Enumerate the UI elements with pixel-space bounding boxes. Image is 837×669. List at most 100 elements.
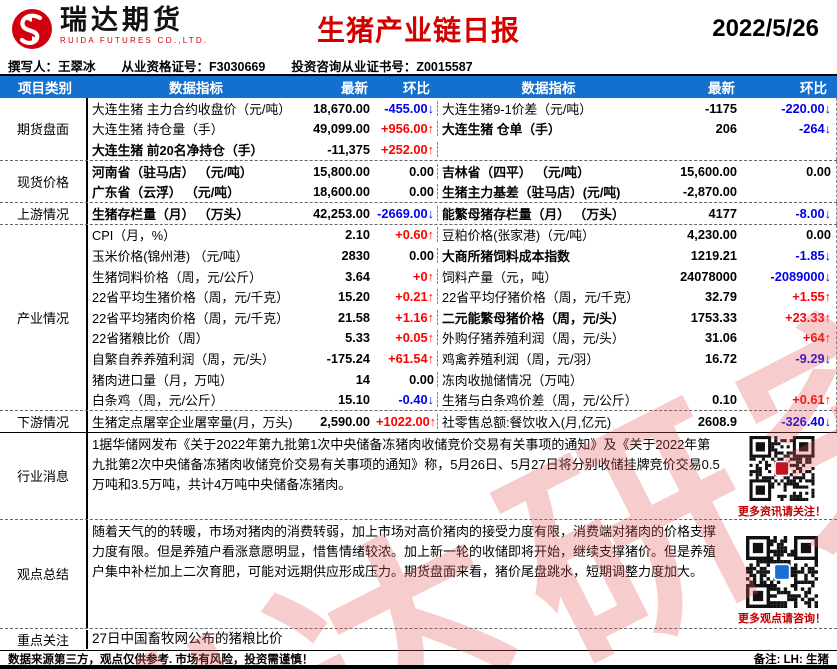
change-value-right: -1.85↓	[795, 247, 831, 263]
news-qr-block: 更多资讯请关注！	[727, 433, 837, 519]
indicator-label-left: 生猪饲料价格（周，元/公斤）	[92, 269, 262, 285]
change-value-left: +0↑	[376, 268, 438, 284]
report-date: 2022/5/26	[712, 15, 819, 42]
table-row: 生猪定点屠宰企业屠宰量(月，万头) 2,590.00 +1022.00↑ 社零售总额:…	[88, 411, 836, 432]
table-row: 广东省（云浮） （元/吨） 18,600.00 0.00 生猪主力基差（驻马店）(元/…	[88, 181, 836, 202]
col-indicator-left: 数据指标	[169, 81, 223, 96]
change-value-right: -264↓	[798, 121, 831, 137]
latest-value-right: 15,600.00	[680, 163, 737, 179]
latest-value-left: 15.20	[337, 289, 370, 305]
opinion-qr-code	[746, 535, 818, 608]
brand-name-cn: 瑞达期货	[60, 5, 184, 35]
change-value-right: -8.00↓	[795, 205, 831, 221]
indicator-label-left: CPI（月，%）	[92, 228, 176, 244]
advisor-no: 投资咨询从业证书号：Z0015587	[291, 59, 473, 74]
table-row: CPI（月，%） 2.10 +0.60↑ 豆粕价格(张家港)（元/吨） 4,230.00…	[88, 225, 836, 246]
focus-text: 27日中国畜牧网公布的猪粮比价	[92, 630, 283, 646]
data-sections: 期货盘面 大连生猪 主力合约收盘价（元/吨） 18,670.00 -455.00↓ 大连…	[0, 98, 837, 432]
section-label-focus: 重点关注	[0, 629, 88, 649]
latest-value-left: 15,800.00	[313, 163, 370, 179]
latest-value-left: 18,670.00	[313, 100, 370, 116]
report-header: 瑞达期货 RUIDA FUTURES CO.,LTD. 生猪产业链日报 2022…	[0, 0, 837, 56]
change-value-left: 0.00	[376, 163, 438, 179]
section-label: 下游情况	[0, 410, 88, 432]
change-value-left: 0.00	[376, 247, 438, 263]
latest-value-right: 206	[715, 121, 737, 137]
section-label: 上游情况	[0, 202, 88, 224]
latest-value-right: 2608.9	[697, 413, 737, 429]
indicator-label-right: 鸡禽养殖利润（周，元/羽）	[442, 351, 600, 367]
indicator-label-right: 外购仔猪养殖利润（周，元/头）	[442, 331, 625, 347]
table-row: 22省平均猪肉价格（周，元/千克） 21.58 +1.16↑ 二元能繁母猪价格（周，元…	[88, 307, 836, 328]
section-industry: 产业情况 CPI（月，%） 2.10 +0.60↑ 豆粕价格(张家港)（元/吨） 4,23…	[0, 223, 837, 410]
section-opinion: 观点总结 随着天气的的转暖，市场对猪肉的消费转弱，加上市场对高价猪肉的接受力度有…	[0, 518, 837, 628]
change-value-left: +61.54↑	[376, 350, 438, 366]
section-label-news: 行业消息	[0, 432, 88, 519]
indicator-label-left: 大连生猪 主力合约收盘价（元/吨）	[92, 101, 292, 117]
section-downstream: 下游情况 生猪定点屠宰企业屠宰量(月，万头) 2,590.00 +1022.00↑ 社零…	[0, 409, 837, 432]
change-value-left: +0.60↑	[376, 227, 438, 243]
latest-value-left: 21.58	[337, 309, 370, 325]
table-row: 生猪饲料价格（周，元/公斤） 3.64 +0↑ 饲料产量（元，吨） 24078000 -2…	[88, 266, 836, 287]
table-column-header: 项目类别 数据指标 最新 环比 数据指标 最新 环比	[0, 76, 837, 98]
section-futures: 期货盘面 大连生猪 主力合约收盘价（元/吨） 18,670.00 -455.00↓ 大连…	[0, 98, 837, 160]
latest-value-left: -11,375	[327, 141, 370, 157]
latest-value-left: 15.10	[337, 392, 370, 408]
latest-value-right: 31.06	[704, 330, 737, 346]
change-value-left: +0.21↑	[376, 289, 438, 305]
latest-value-right: -1175	[704, 100, 737, 116]
table-row: 22省猪粮比价（周） 5.33 +0.05↑ 外购仔猪养殖利润（周，元/头） 31.06…	[88, 328, 836, 349]
change-value-right: 0.00	[806, 163, 831, 179]
indicator-label-right: 22省平均仔猪价格（周，元/千克）	[442, 290, 639, 306]
change-value-left: -455.00↓	[376, 100, 438, 116]
indicator-label-left: 白条鸡（周，元/公斤）	[92, 393, 224, 409]
change-value-left: +1022.00↑	[376, 413, 438, 429]
indicator-label-right: 大商所猪饲料成本指数	[442, 248, 570, 264]
change-value-right: -9.29↓	[795, 350, 831, 366]
indicator-label-right: 大连生猪9-1价差（元/吨）	[442, 101, 593, 117]
change-value-right: -220.00↓	[781, 100, 831, 116]
indicator-label-left: 生猪存栏量（月） （万头）	[92, 206, 250, 222]
indicator-label-left: 大连生猪 持仓量（手）	[92, 122, 224, 138]
indicator-label-left: 大连生猪 前20名净持仓（手）	[92, 142, 264, 158]
section-news: 行业消息 1据华储网发布《关于2022年第九批第1次中央储备冻猪肉收储竞价交易有…	[0, 431, 837, 519]
change-value-left: +252.00↑	[376, 141, 438, 157]
brand: 瑞达期货 RUIDA FUTURES CO.,LTD.	[10, 7, 270, 51]
col-latest-right: 最新	[708, 81, 735, 96]
latest-value-left: 2830	[341, 247, 370, 263]
footer: 数据来源第三方，观点仅供参考. 市场有风险，投资需谨慎！ 备注: LH: 生猪	[0, 649, 837, 665]
latest-value-right: 1753.33	[690, 309, 737, 325]
table-row: 玉米价格(锦州港) （元/吨） 2830 0.00 大商所猪饲料成本指数 1219.21…	[88, 245, 836, 266]
latest-value-left: 2.10	[345, 227, 370, 243]
latest-value-left: 14	[355, 371, 370, 387]
latest-value-left: 49,099.00	[313, 121, 370, 137]
news-text: 1据华储网发布《关于2022年第九批第1次中央储备冻猪肉收储竞价交易有关事项的通…	[92, 436, 720, 492]
indicator-label-left: 22省平均猪肉价格（周，元/千克）	[92, 310, 289, 326]
opinion-qr-caption: 更多观点请咨询！	[738, 612, 826, 625]
section-label: 现货价格	[0, 160, 88, 202]
latest-value-right: 32.79	[704, 289, 737, 305]
table-row: 大连生猪 前20名净持仓（手） -11,375 +252.00↑	[88, 139, 836, 160]
indicator-label-right: 二元能繁母猪价格（周，元/头）	[442, 310, 625, 326]
latest-value-right: 4,230.00	[687, 227, 737, 243]
indicator-label-right: 豆粕价格(张家港)（元/吨）	[442, 228, 595, 244]
table-row: 22省平均生猪价格（周，元/千克） 15.20 +0.21↑ 22省平均仔猪价格（周，…	[88, 286, 836, 307]
brand-name-en: RUIDA FUTURES CO.,LTD.	[60, 36, 209, 45]
change-value-right: +0.61↑	[792, 392, 831, 408]
col-chg-left: 环比	[403, 81, 430, 96]
change-value-right: +64↑	[802, 330, 831, 346]
col-chg-right: 环比	[800, 81, 827, 96]
latest-value-left: 5.33	[345, 330, 370, 346]
indicator-label-right: 生猪主力基差（驻马店）(元/吨)	[442, 185, 621, 201]
change-value-left: +956.00↑	[376, 121, 438, 137]
section-label: 产业情况	[0, 224, 88, 410]
section-label-opinion: 观点总结	[0, 519, 88, 628]
opinion-text: 随着天气的的转暖，市场对猪肉的消费转弱，加上市场对高价猪肉的接受力度有限，消费端…	[92, 523, 717, 579]
indicator-label-left: 22省猪粮比价（周）	[92, 331, 209, 347]
table-row: 大连生猪 持仓量（手） 49,099.00 +956.00↑ 大连生猪 仓单（手） 20…	[88, 119, 836, 140]
section-focus: 重点关注 27日中国畜牧网公布的猪粮比价	[0, 627, 837, 650]
latest-value-right: -2,870.00	[682, 184, 737, 200]
table-row: 生猪存栏量（月） （万头） 42,253.00 -2669.00↓ 能繁母猪存栏量（月…	[88, 203, 836, 224]
change-value-left: +0.05↑	[376, 330, 438, 346]
change-value-left: +1.16↑	[376, 309, 438, 325]
